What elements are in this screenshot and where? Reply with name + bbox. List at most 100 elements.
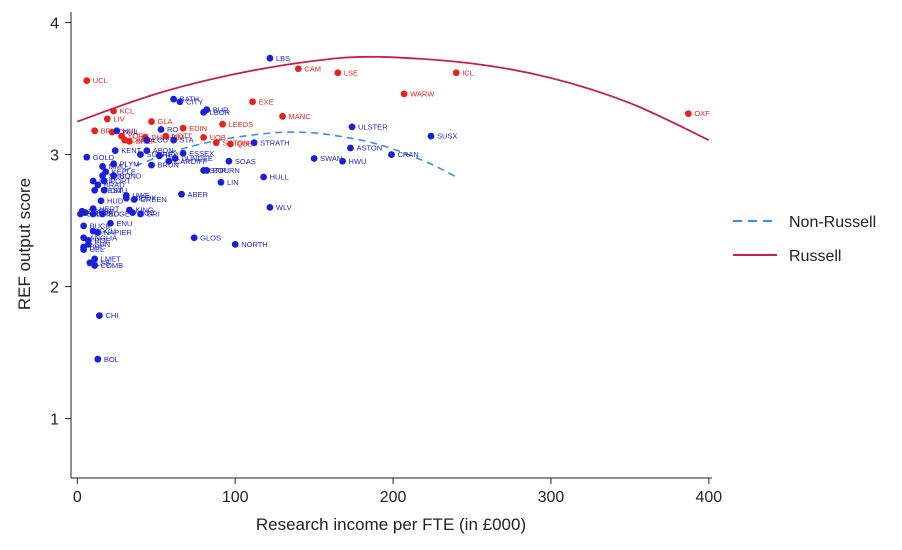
point-label: BRAD: [104, 181, 125, 190]
point-russell: [684, 110, 692, 118]
point-non-russell: [94, 355, 102, 363]
point-russell: [249, 98, 256, 106]
point-label: BUR: [213, 105, 229, 114]
point-label: EXE: [259, 97, 274, 106]
point-label: CAM: [304, 64, 321, 73]
fit-line-russell: [77, 55, 710, 141]
point-non-russell: [143, 136, 151, 144]
point-non-russell: [107, 219, 114, 227]
point-label: ULSTER: [358, 122, 388, 131]
point-label: NOTT: [172, 132, 193, 141]
point-label: YORK: [128, 132, 149, 141]
point-non-russell: [91, 186, 99, 194]
point-non-russell: [427, 132, 435, 140]
point-label: WEST: [101, 186, 123, 195]
point-non-russell: [176, 98, 184, 106]
point-label: HUL: [123, 126, 138, 135]
point-label: HUD: [107, 196, 124, 205]
point-label: DMU: [110, 186, 127, 195]
y-tick-label: 1: [50, 412, 59, 429]
point-non-russell: [143, 147, 151, 155]
point-non-russell: [100, 186, 108, 194]
point-non-russell: [80, 222, 88, 230]
point-russell: [400, 90, 408, 98]
point-non-russell: [170, 95, 178, 103]
point-label: DUNDEE: [181, 154, 213, 163]
point-non-russell: [99, 163, 106, 170]
point-label: CITY: [186, 97, 203, 106]
y-tick-label: 3: [50, 148, 59, 165]
legend-label-non-russell: Non-Russell: [789, 214, 876, 231]
point-russell: [227, 140, 234, 148]
point-non-russell: [89, 210, 97, 218]
point-label: HW: [165, 151, 178, 160]
point-label: NORTH: [241, 240, 268, 249]
point-label: ABDN: [153, 146, 174, 155]
point-non-russell: [91, 262, 99, 269]
axes: [70, 12, 712, 479]
point-label: SOAS: [235, 157, 256, 166]
point-non-russell: [81, 209, 89, 217]
point-non-russell: [97, 197, 105, 205]
point-label: LIV: [113, 115, 124, 124]
point-non-russell: [89, 177, 97, 185]
point-label: HULL: [270, 173, 289, 182]
point-label: PLYM: [120, 159, 140, 168]
x-tick-label: 300: [538, 489, 565, 506]
point-non-russell: [129, 209, 136, 217]
point-non-russell: [111, 147, 119, 155]
point-russell: [103, 115, 111, 123]
point-label: LMET: [101, 254, 121, 263]
x-tick-label: 400: [695, 489, 722, 506]
x-tick-label: 100: [222, 489, 249, 506]
point-label: KENT: [121, 146, 141, 155]
legend-label-russell: Russell: [789, 248, 841, 265]
point-non-russell: [179, 149, 187, 157]
point-non-russell: [156, 152, 163, 160]
point-russell: [91, 127, 99, 135]
point-non-russell: [122, 194, 130, 202]
point-label: LEEDS: [229, 120, 254, 129]
point-label: LBOR: [210, 108, 231, 117]
point-label: LBS: [276, 54, 290, 63]
point-label: STA: [180, 136, 194, 145]
point-label: PORT: [110, 177, 131, 186]
point-label: SUN: [94, 240, 110, 249]
data-points: UCLKCLLIVBRISQMULYORKCARDSHEFGLADURHAMNO…: [77, 54, 710, 364]
point-russell: [212, 139, 220, 147]
point-label: EDIN: [189, 124, 207, 133]
point-label: QUB: [236, 140, 252, 149]
point-non-russell: [91, 255, 99, 263]
point-label: GRI: [146, 210, 159, 219]
point-label: BOND: [120, 171, 142, 180]
point-label: UOB: [210, 133, 226, 142]
point-label: BATH: [180, 95, 199, 104]
point-non-russell: [339, 157, 346, 165]
point-non-russell: [190, 234, 198, 242]
point-label: KEELE: [112, 167, 136, 176]
point-label: MANC: [289, 112, 312, 121]
point-non-russell: [266, 203, 274, 211]
point-label: ASTON: [356, 144, 382, 153]
point-label: WLV: [276, 203, 292, 212]
point-non-russell: [203, 167, 211, 174]
point-label: COV: [139, 208, 155, 217]
point-label: WARW: [410, 89, 435, 98]
point-label: OXF: [694, 109, 710, 118]
point-label: BUCK: [90, 221, 111, 230]
point-non-russell: [266, 54, 274, 62]
point-label: HERT: [99, 204, 120, 213]
point-non-russell: [157, 126, 165, 133]
point-non-russell: [96, 312, 103, 320]
point-non-russell: [113, 127, 121, 135]
point-russell: [179, 124, 187, 132]
point-non-russell: [225, 157, 233, 165]
point-label: CARD: [131, 136, 153, 145]
point-non-russell: [89, 205, 97, 213]
point-label: KCL: [120, 107, 135, 116]
point-non-russell: [99, 172, 106, 180]
point-non-russell: [178, 190, 185, 198]
point-non-russell: [388, 151, 395, 158]
point-label: MIDDX: [132, 194, 156, 203]
